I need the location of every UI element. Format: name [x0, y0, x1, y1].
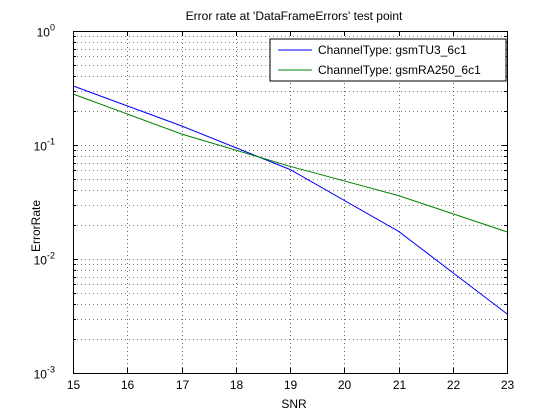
series-line-0 [72, 85, 508, 315]
y-tick-label: 10-2 [34, 251, 55, 268]
x-tick-label: 19 [284, 378, 298, 392]
x-axis-label: SNR [281, 397, 307, 411]
legend-label-ra250: ChannelType: gsmRA250_6c1 [318, 63, 481, 77]
x-tick-label: 18 [230, 378, 244, 392]
x-tick-label: 16 [121, 378, 135, 392]
x-tick-label: 23 [501, 378, 515, 392]
legend-box [269, 38, 507, 82]
y-tick-label: 10-3 [34, 365, 55, 382]
chart-title: Error rate at 'DataFrameErrors' test poi… [186, 9, 403, 23]
x-tick-label: 17 [176, 378, 190, 392]
y-tick-label: 10-1 [34, 137, 55, 154]
y-axis-label: ErrorRate [29, 200, 43, 252]
axis-ticks: 15 16 17 18 19 20 21 22 23 100 10-1 10-2 10-3 [34, 23, 515, 393]
x-tick-label: 21 [393, 378, 407, 392]
x-tick-label: 20 [338, 378, 352, 392]
x-tick-label: 15 [67, 378, 81, 392]
legend: ChannelType: gsmTU3_6c1 ChannelType: gsm… [269, 38, 507, 82]
series-lines [72, 85, 508, 315]
y-tick-label: 100 [37, 23, 55, 40]
series-line-1 [72, 93, 508, 233]
legend-label-tu3: ChannelType: gsmTU3_6c1 [318, 43, 467, 57]
x-tick-label: 22 [447, 378, 461, 392]
plot-area [73, 31, 507, 373]
